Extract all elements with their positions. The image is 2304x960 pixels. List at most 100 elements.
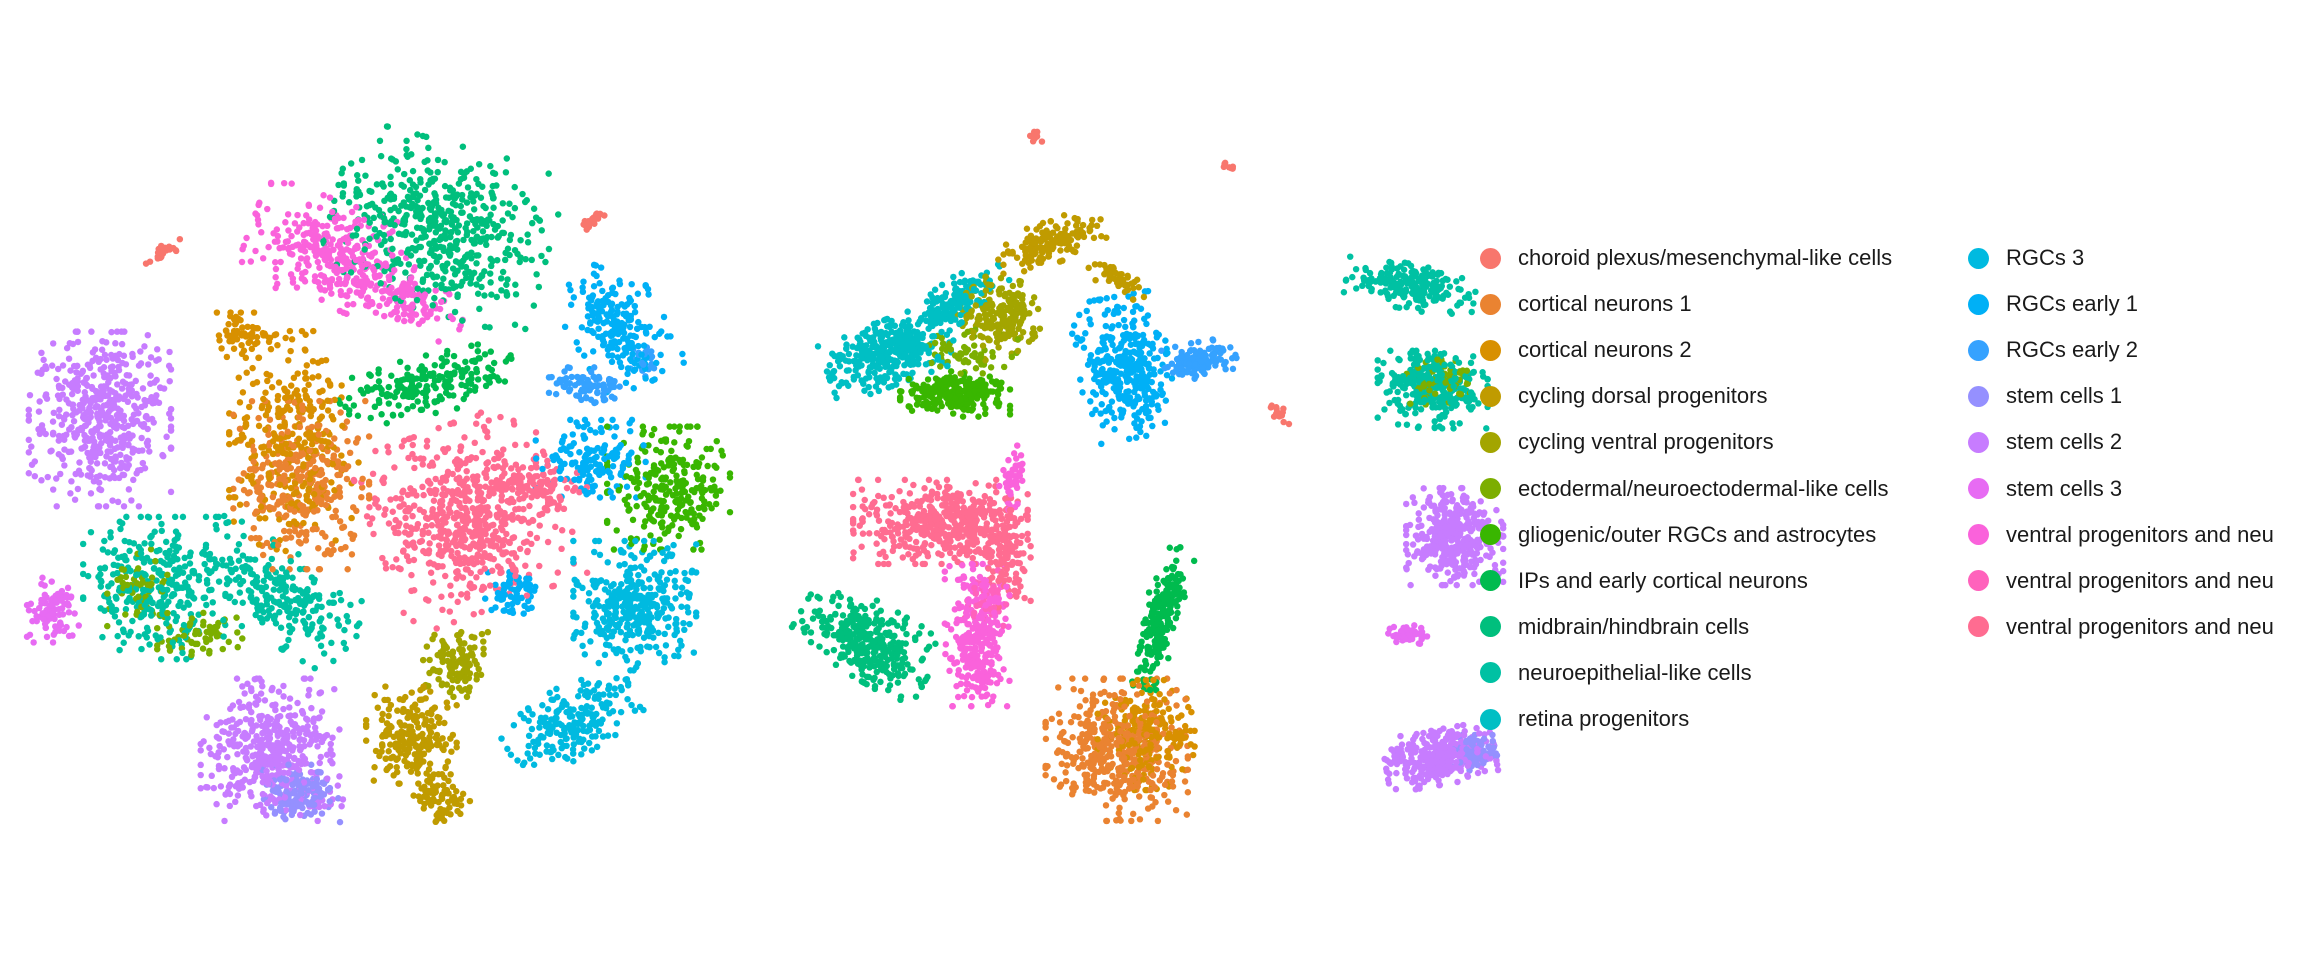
point-series-19 [516, 545, 524, 553]
point-series-9 [99, 633, 106, 641]
point-series-16 [65, 609, 73, 616]
point-series-7 [385, 400, 393, 407]
point-series-17 [259, 255, 267, 262]
point-series-11 [536, 724, 543, 731]
point-series-7 [397, 411, 405, 419]
point-series-15 [118, 340, 126, 348]
point-series-6 [667, 479, 674, 486]
point-series-19 [432, 475, 439, 483]
point-series-19 [366, 520, 374, 528]
point-series-15 [68, 390, 76, 398]
point-series-8 [415, 257, 423, 265]
point-series-16 [30, 639, 37, 646]
point-series-15 [232, 730, 239, 738]
point-series-11 [640, 584, 648, 592]
point-series-15 [108, 328, 115, 336]
point-series-6 [690, 463, 697, 471]
point-series-2 [301, 439, 308, 446]
point-series-9 [320, 650, 328, 657]
point-series-13 [568, 373, 575, 381]
point-series-15 [117, 451, 124, 459]
point-series-12 [646, 323, 653, 331]
point-series-9 [305, 613, 313, 621]
point-series-11 [507, 751, 515, 759]
point-series-5 [147, 546, 155, 553]
point-series-17 [291, 220, 299, 227]
point-series-12 [596, 494, 604, 501]
point-series-2 [250, 309, 258, 316]
point-series-7 [474, 376, 482, 383]
point-series-1 [336, 518, 344, 525]
point-series-6 [726, 508, 734, 516]
point-series-2 [223, 353, 231, 361]
point-series-12 [608, 358, 616, 366]
point-series-17 [344, 301, 351, 308]
point-series-15 [103, 356, 110, 363]
point-series-19 [447, 592, 455, 599]
point-series-15 [25, 406, 33, 414]
point-series-8 [440, 275, 447, 282]
point-series-6 [645, 442, 652, 449]
point-series-8 [402, 269, 409, 276]
point-series-17 [376, 302, 383, 310]
point-series-2 [285, 357, 292, 364]
point-series-11 [628, 701, 635, 709]
point-series-6 [610, 546, 618, 553]
point-series-2 [301, 386, 308, 394]
point-series-6 [613, 527, 620, 534]
point-series-3 [387, 741, 394, 748]
point-series-11 [671, 577, 678, 585]
point-series-2 [314, 359, 322, 366]
point-series-6 [633, 484, 641, 492]
point-series-1 [247, 534, 255, 542]
point-series-9 [291, 617, 299, 624]
point-series-2 [244, 323, 251, 331]
point-series-3 [408, 689, 415, 696]
point-series-17 [328, 290, 335, 297]
point-series-11 [588, 704, 595, 711]
point-series-11 [578, 629, 585, 637]
point-series-2 [310, 327, 317, 335]
point-series-12 [659, 367, 666, 375]
point-series-17 [273, 226, 281, 233]
point-series-15 [280, 705, 287, 713]
point-series-2 [309, 374, 316, 381]
point-series-19 [385, 448, 392, 456]
point-series-17 [350, 300, 357, 308]
point-series-12 [567, 416, 574, 424]
point-series-11 [543, 742, 551, 749]
point-series-19 [398, 443, 406, 450]
point-series-19 [400, 609, 407, 617]
point-series-17 [363, 295, 371, 303]
point-series-8 [498, 287, 505, 294]
point-series-8 [486, 270, 494, 277]
point-series-15 [305, 692, 312, 699]
point-series-12 [611, 433, 618, 440]
point-series-8 [503, 155, 511, 162]
point-series-1 [365, 433, 373, 440]
point-series-9 [260, 577, 267, 585]
point-series-11 [681, 626, 688, 634]
point-series-15 [114, 381, 121, 388]
point-series-19 [363, 513, 371, 520]
point-series-8 [335, 181, 342, 189]
point-series-8 [535, 283, 543, 291]
point-series-19 [441, 572, 449, 580]
point-series-19 [435, 542, 443, 549]
point-series-4 [478, 630, 486, 638]
point-series-9 [309, 607, 317, 615]
point-series-2 [239, 324, 246, 331]
point-series-15 [53, 375, 60, 383]
point-series-8 [482, 241, 490, 249]
point-series-8 [387, 155, 395, 162]
point-series-17 [324, 222, 331, 230]
point-series-8 [353, 172, 361, 179]
point-series-11 [675, 646, 682, 654]
point-series-6 [676, 428, 683, 435]
point-series-19 [526, 502, 533, 510]
point-series-11 [678, 584, 686, 591]
point-series-12 [565, 281, 573, 288]
point-series-19 [488, 479, 495, 486]
point-series-17 [320, 192, 327, 199]
